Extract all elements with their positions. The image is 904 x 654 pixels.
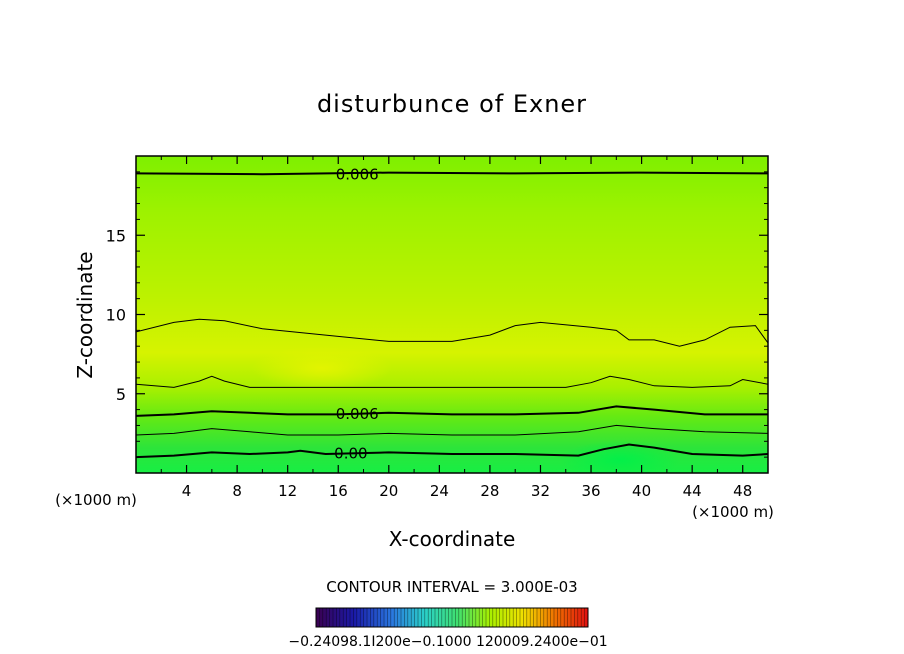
- contour-label: 0.006: [336, 405, 379, 423]
- contour-label: 0.00: [334, 444, 367, 462]
- y-tick-label: 5: [116, 385, 126, 404]
- colorbar-segments: [319, 608, 585, 627]
- contour-line-mid-upper: [136, 318, 768, 347]
- x-tick-label: 8: [232, 482, 242, 500]
- x-tick-label: 20: [379, 482, 398, 500]
- x-tick-label: 32: [531, 482, 550, 500]
- plot-field: [136, 156, 768, 473]
- contour-line-upper: [136, 171, 768, 176]
- x-tick-label: 24: [430, 482, 449, 500]
- x-tick-label: 48: [733, 482, 752, 500]
- contour-label: 0.006: [336, 165, 379, 183]
- y-tick-label: 15: [106, 226, 126, 245]
- colorbar-labels: −0.24098.1Ⅰ200e−0.1000 120009.2400e−01: [288, 634, 607, 650]
- x-tick-label: 28: [480, 482, 499, 500]
- contour-line-lower-thin: [136, 424, 768, 436]
- y-axis-label: Z-coordinate: [73, 251, 97, 378]
- x-axis-unit: (×1000 m): [692, 503, 774, 521]
- x-tick-label: 40: [632, 482, 651, 500]
- contour-line-heavy-1: [136, 405, 768, 417]
- y-tick-label: 10: [106, 306, 126, 325]
- contour-labels: 0.006 0.006 0.00: [334, 165, 379, 462]
- x-tick-label: 16: [329, 482, 348, 500]
- x-tick-label: 4: [182, 482, 192, 500]
- x-tick-label: 44: [683, 482, 702, 500]
- chart-title: disturbunce of Exner: [317, 90, 587, 118]
- x-tick-label: 36: [581, 482, 600, 500]
- y-axis-unit: (×1000 m): [55, 491, 137, 509]
- contour-line-mid-lower: [136, 375, 768, 388]
- contour-lines: [136, 171, 768, 459]
- x-tick-label: 12: [278, 482, 297, 500]
- field-highlights: [252, 346, 680, 473]
- contour-interval-text: CONTOUR INTERVAL = 3.000E-03: [326, 578, 577, 596]
- contour-line-heavy-2: [136, 443, 768, 459]
- x-axis-label: X-coordinate: [389, 527, 516, 551]
